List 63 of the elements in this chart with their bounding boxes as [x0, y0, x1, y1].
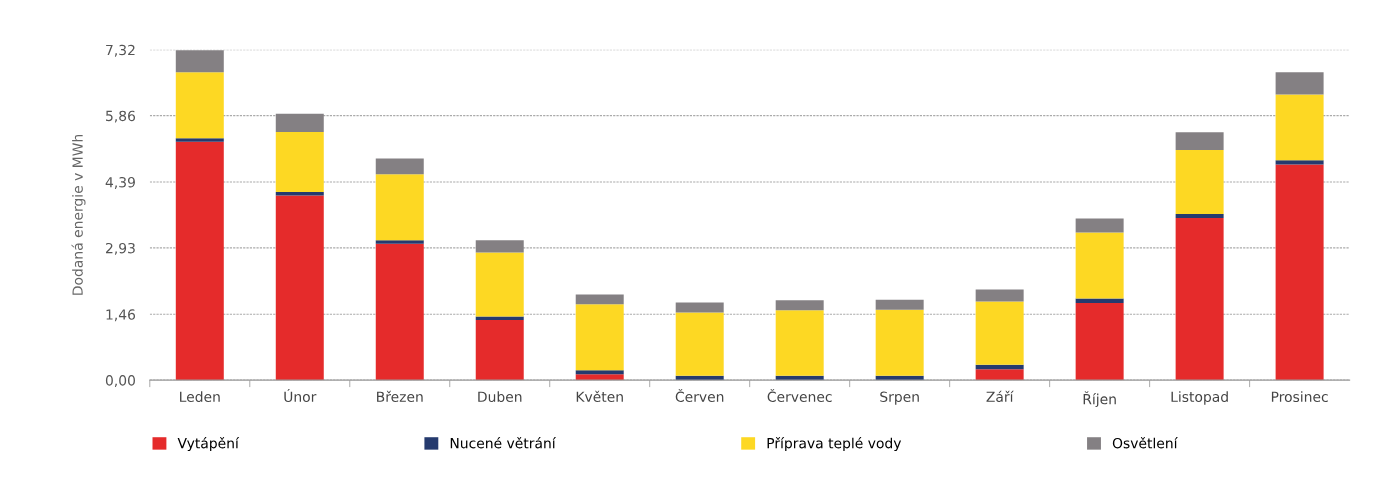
x-tick-label: Říjen [1083, 391, 1116, 408]
y-tick-label: 5,86 [106, 110, 136, 123]
bar [275, 191, 324, 196]
bar [375, 243, 424, 381]
x-tick-label: Červen [675, 388, 724, 403]
bar [475, 252, 524, 317]
bar [1175, 218, 1224, 381]
bar [575, 370, 624, 375]
y-tick-label: 1,46 [106, 309, 136, 322]
bar [1175, 132, 1224, 150]
bar [1075, 232, 1124, 299]
bar [275, 113, 324, 132]
bar [575, 374, 624, 381]
bar [1175, 214, 1224, 219]
legend-label: Osvětlení [1112, 437, 1178, 449]
bar [875, 299, 924, 310]
legend-label: Nucené větrání [450, 437, 556, 449]
y-tick-label: 0,00 [105, 375, 135, 388]
bar [475, 240, 524, 253]
bar [1275, 164, 1324, 381]
x-tick-label: Duben [478, 391, 522, 403]
x-tick-label: Únor [284, 388, 317, 403]
bar [1175, 149, 1224, 215]
legend-label: Vytápění [177, 437, 240, 452]
x-tick-label: Červenec [767, 388, 832, 403]
bar [175, 50, 224, 73]
x-tick-label: Leden [180, 391, 220, 403]
x-tick-label: Prosinec [1271, 391, 1328, 403]
y-tick-label: 7,32 [106, 44, 135, 57]
x-tick-label: Listopad [1171, 391, 1228, 405]
bar [875, 309, 924, 376]
bar [175, 138, 224, 142]
bar [375, 158, 424, 175]
y-axis-title: Dodaná energie v MWh [71, 134, 86, 295]
bar [175, 72, 224, 139]
bar [975, 369, 1024, 381]
bar [975, 289, 1024, 302]
x-tick-label: Březen [377, 390, 423, 403]
bar [1275, 94, 1324, 161]
y-tick-label: 2,93 [106, 242, 135, 255]
bar [1075, 218, 1124, 233]
x-tick-label: Květen [576, 390, 623, 403]
bar [775, 300, 824, 311]
x-tick-label: Srpen [880, 391, 919, 405]
bar [475, 320, 524, 381]
bar [675, 312, 724, 376]
legend-label: Příprava teplé vody [767, 437, 902, 452]
bar [375, 240, 424, 244]
bar [375, 174, 424, 241]
bar [1075, 302, 1124, 381]
bar [1275, 160, 1324, 165]
bar [575, 294, 624, 305]
bar [775, 310, 824, 376]
bar [975, 301, 1024, 365]
bar [575, 304, 624, 371]
bar [675, 302, 724, 313]
bar [275, 195, 324, 381]
bar [175, 141, 224, 381]
bar [1275, 72, 1324, 95]
x-tick-label: Září [986, 390, 1014, 403]
y-tick-label: 4,39 [105, 176, 135, 189]
bar [275, 131, 324, 192]
bar [1075, 298, 1124, 303]
